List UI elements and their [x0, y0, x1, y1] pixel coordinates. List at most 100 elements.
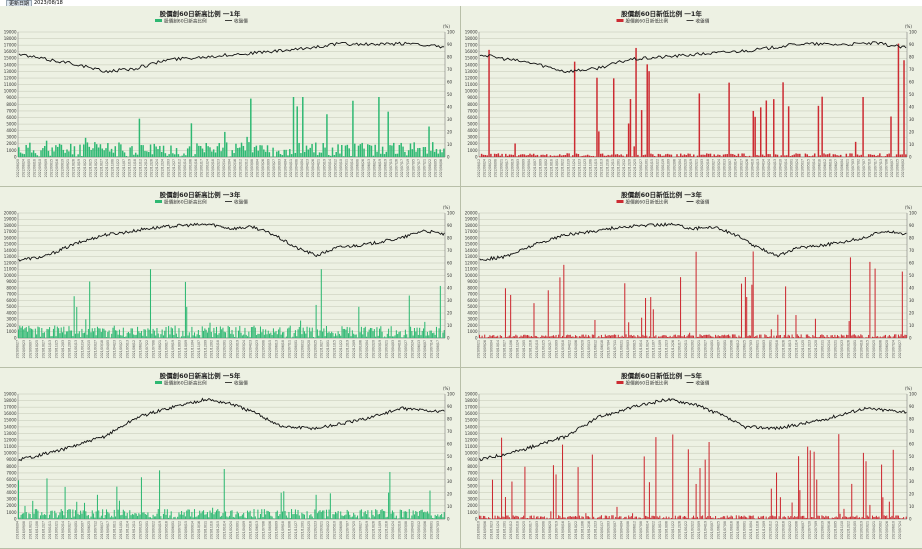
- left-tick-label: 2000: [6, 323, 17, 328]
- bar: [133, 334, 134, 338]
- bar: [648, 517, 649, 519]
- bar: [198, 146, 199, 157]
- bar: [239, 148, 240, 157]
- left-tick-label: 4000: [467, 490, 478, 495]
- right-axis-unit: (%): [443, 205, 450, 210]
- bar: [250, 511, 251, 519]
- left-tick-label: 0: [14, 335, 17, 340]
- bar: [479, 335, 480, 338]
- bar: [697, 337, 698, 338]
- bar: [898, 44, 899, 157]
- bar: [518, 517, 519, 519]
- bar: [44, 146, 45, 157]
- right-tick-label: 0: [909, 335, 912, 340]
- bar: [101, 516, 102, 519]
- bar: [872, 337, 873, 338]
- x-tick-label: 2023/01/06: [189, 159, 193, 177]
- bar: [139, 119, 140, 157]
- bar: [644, 336, 645, 338]
- x-tick-label: 2023/03/07: [728, 159, 732, 177]
- bar: [331, 332, 332, 338]
- bar: [80, 337, 81, 338]
- bar: [94, 142, 95, 157]
- left-tick-label: 11000: [465, 82, 478, 87]
- bar: [375, 337, 376, 338]
- left-tick-label: 18000: [465, 223, 478, 228]
- bar: [163, 146, 164, 157]
- bar: [102, 328, 103, 338]
- bar: [409, 296, 410, 338]
- bar: [558, 335, 559, 338]
- bar: [115, 146, 116, 157]
- bar: [347, 145, 348, 157]
- bar: [27, 332, 28, 338]
- bar: [652, 154, 653, 157]
- x-tick-label: 2022/10/22: [561, 159, 565, 177]
- bar: [618, 335, 619, 338]
- bar: [877, 517, 878, 519]
- bar: [439, 517, 440, 519]
- bar: [869, 505, 870, 519]
- left-tick-label: 9000: [6, 95, 17, 100]
- bar: [213, 328, 214, 338]
- bar: [821, 515, 822, 519]
- x-tick-label: 2021/12/02: [210, 340, 214, 358]
- bar: [701, 516, 702, 519]
- bar: [207, 146, 208, 157]
- bar: [251, 516, 252, 519]
- bar: [202, 149, 203, 157]
- bar: [154, 144, 155, 157]
- right-tick-label: 40: [447, 285, 453, 290]
- bar: [319, 510, 320, 519]
- bar: [184, 336, 185, 338]
- bar: [431, 331, 432, 338]
- bar: [646, 336, 647, 338]
- bar: [98, 328, 99, 338]
- x-tick-label: 2020/04/19: [158, 521, 162, 539]
- bar: [244, 151, 245, 157]
- bar: [310, 331, 311, 338]
- bar: [230, 156, 231, 157]
- bar: [232, 330, 233, 338]
- x-tick-label: 2023/02/23: [216, 159, 220, 177]
- bar: [834, 335, 835, 338]
- x-tick-label: 2021/11/04: [190, 340, 194, 358]
- x-tick-label: 2021/01/22: [684, 521, 688, 539]
- legend-label-line: 收盤價: [234, 380, 248, 387]
- bar: [536, 336, 537, 338]
- bar: [74, 296, 75, 338]
- bar: [493, 518, 494, 519]
- bar: [379, 514, 380, 519]
- bar: [860, 334, 861, 338]
- bar: [875, 269, 876, 338]
- bar: [574, 337, 575, 338]
- bar: [48, 151, 49, 157]
- bar: [570, 516, 571, 519]
- x-tick-label: 2022/05/15: [268, 340, 272, 358]
- x-tick-label: 2023/04/08: [294, 159, 298, 177]
- x-tick-label: 2022/12/18: [605, 159, 609, 177]
- x-tick-label: 2019/09/17: [106, 521, 110, 539]
- bar: [572, 155, 573, 157]
- bar: [288, 328, 289, 338]
- right-tick-label: 70: [447, 429, 453, 434]
- left-tick-label: 1000: [6, 510, 17, 515]
- bar: [512, 155, 513, 157]
- index-line: [480, 42, 906, 73]
- bar: [727, 516, 728, 519]
- x-tick-label: 2023/01/22: [656, 159, 660, 177]
- right-axis-unit: (%): [443, 24, 450, 29]
- bar: [607, 155, 608, 157]
- bar: [719, 336, 720, 338]
- bar: [278, 151, 279, 157]
- bar: [191, 123, 192, 157]
- x-tick-label: 2020/03/07: [613, 521, 617, 539]
- bar: [626, 517, 627, 519]
- bar: [746, 517, 747, 519]
- bar: [107, 332, 108, 338]
- x-tick-label: 2023/04/21: [317, 159, 321, 177]
- bar: [851, 153, 852, 157]
- bar: [505, 288, 506, 338]
- bar: [606, 336, 607, 338]
